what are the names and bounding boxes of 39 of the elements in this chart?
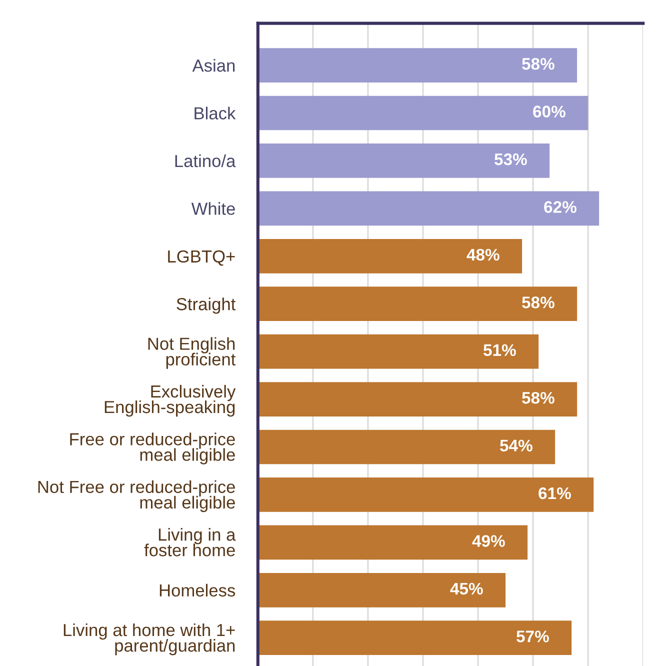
bar [258,334,539,369]
bar [258,430,556,464]
bar [258,478,594,512]
y-tick-label: Not English proficient [148,337,236,369]
data-label: 58% [522,296,554,308]
bar [258,144,550,178]
data-label: 58% [522,58,554,70]
bar [258,191,600,226]
y-tick-label: Black [194,106,236,120]
y-tick-label: Living in a foster home [144,528,236,556]
bar [258,382,578,416]
y-tick-label: Asian [192,59,235,72]
data-label: 54% [500,440,532,452]
bar [258,620,572,656]
y-tick-label: Latino/a [175,154,236,168]
bar [258,525,528,560]
y-tick-label: LGBTQ+ [168,250,235,266]
data-label: 53% [494,153,527,166]
data-label: 51% [484,344,516,356]
data-label: 62% [544,201,576,213]
y-tick-label: Exclusively English-speaking [104,384,236,417]
data-label: 45% [450,582,483,595]
y-tick-label: Straight [176,298,236,314]
data-label: 58% [522,392,554,404]
bar [258,48,578,82]
bar [258,238,522,274]
y-tick-label: Living at home with 1+ parent/guardian [64,623,235,656]
data-label: 48% [466,248,500,261]
data-label: 49% [472,535,505,547]
y-tick-label: Homeless [160,584,236,597]
data-label: 60% [533,106,566,118]
bar [258,286,578,322]
y-tick-label: Free or reduced-price meal eligible [70,432,235,464]
data-label: 57% [516,630,549,642]
bar [258,572,506,608]
y-tick-label: Not Free or reduced-price meal eligible [38,480,235,512]
data-label: 61% [538,487,571,500]
y-tick-label: White [191,202,235,215]
bar [258,96,588,130]
